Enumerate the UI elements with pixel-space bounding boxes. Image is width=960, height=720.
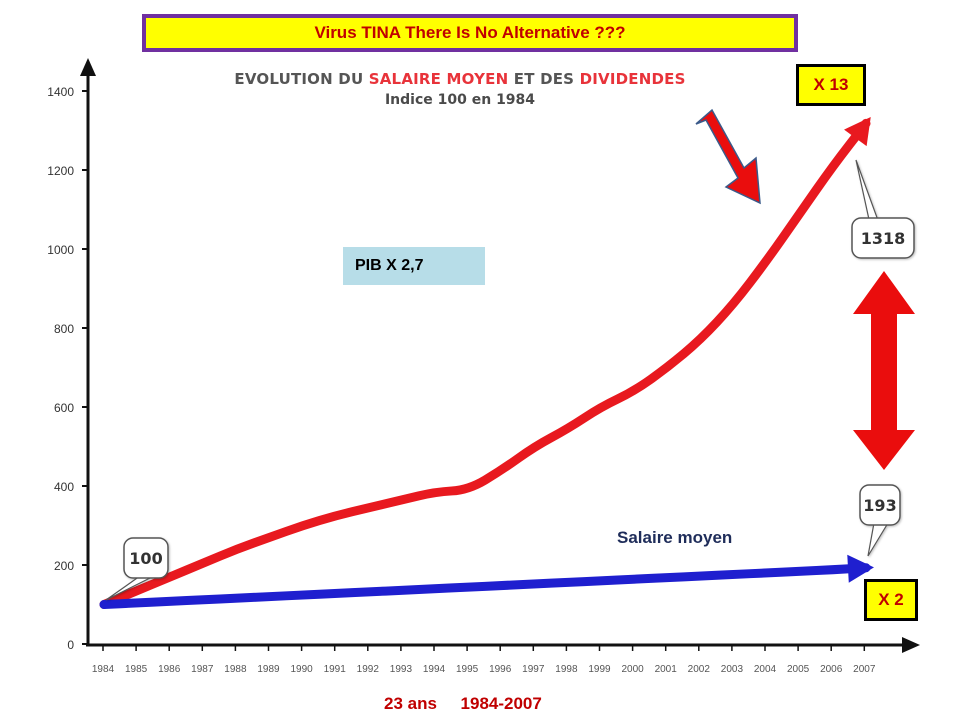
- y-tick-label: 400: [54, 480, 74, 494]
- y-axis-arrowhead: [80, 58, 96, 76]
- dividends-end-label-box: [851, 217, 915, 259]
- title-part-1: EVOLUTION DU: [234, 70, 369, 88]
- diagonal-arrow-icon: [695, 108, 761, 205]
- chart-title-line: EVOLUTION DU SALAIRE MOYEN ET DES DIVIDE…: [200, 70, 720, 88]
- salary-series-label: Salaire moyen: [617, 528, 733, 547]
- x-tick-label: 1996: [489, 664, 512, 675]
- y-axis-ticks: 0 200 400 600 800 1000 1200 1400: [47, 85, 88, 652]
- x-tick-label: 1989: [257, 664, 280, 675]
- x-tick-label: 1997: [522, 664, 545, 675]
- axes: [80, 58, 920, 653]
- x2-text: X 2: [878, 590, 904, 609]
- x13-text: X 13: [813, 75, 849, 94]
- y-tick-label: 600: [54, 401, 74, 415]
- double-arrow-icon: [853, 271, 915, 470]
- y-tick-label: 200: [54, 559, 74, 573]
- start-label-box: [123, 537, 169, 579]
- x-tick-label: 1994: [423, 664, 446, 675]
- x-tick-label: 1991: [324, 664, 347, 675]
- x-tick-label: 2005: [787, 664, 810, 675]
- x-tick-label: 2007: [853, 664, 876, 675]
- x-tick-label: 1985: [125, 664, 148, 675]
- x-tick-label: 1990: [290, 664, 313, 675]
- x13-callout: X 13: [796, 64, 866, 106]
- salary-end-label-value: 193: [863, 496, 896, 515]
- salary-line: [99, 563, 871, 609]
- footer-period: 23 ans 1984-2007: [384, 694, 542, 713]
- x-tick-label: 1987: [191, 664, 214, 675]
- x-tick-label: 2006: [820, 664, 843, 675]
- chart-subtitle: Indice 100 en 1984: [384, 92, 536, 108]
- dividends-arrowhead: [844, 116, 871, 147]
- start-label-bubble: 100: [105, 537, 169, 601]
- x-tick-label: 2002: [688, 664, 711, 675]
- y-tick-label: 1000: [47, 243, 74, 257]
- y-tick-label: 800: [54, 322, 74, 336]
- x-tick-label: 2001: [655, 664, 678, 675]
- x-tick-label: 2000: [621, 664, 644, 675]
- salary-arrowhead: [847, 554, 874, 583]
- dividends-end-label-bubble: 1318: [851, 159, 915, 259]
- decorative-arrows: [695, 108, 915, 470]
- series-lines: [99, 116, 874, 609]
- data-label-bubbles: 100 1318 193: [105, 159, 915, 601]
- x-tick-label: 2003: [721, 664, 744, 675]
- y-tick-label: 1200: [47, 164, 74, 178]
- y-tick-label: 1400: [47, 85, 74, 99]
- x-tick-label: 2004: [754, 664, 777, 675]
- dividends-line: [99, 118, 871, 609]
- x-tick-label: 1992: [357, 664, 380, 675]
- x2-callout: X 2: [864, 579, 918, 621]
- banner-text: Virus TINA There Is No Alternative ???: [314, 23, 626, 42]
- chart-title: EVOLUTION DU SALAIRE MOYEN ET DES DIVIDE…: [200, 70, 720, 108]
- title-banner: Virus TINA There Is No Alternative ???: [142, 14, 798, 52]
- x-tick-label: 1984: [92, 664, 115, 675]
- start-label-value: 100: [129, 549, 162, 568]
- title-part-dividendes: DIVIDENDES: [579, 70, 686, 88]
- pib-label: PIB X 2,7: [343, 247, 485, 285]
- x-axis-arrowhead: [902, 637, 920, 653]
- y-tick-label: 0: [67, 638, 74, 652]
- salary-end-label-bubble: 193: [859, 484, 901, 557]
- dividends-end-label-value: 1318: [861, 229, 906, 248]
- x-tick-label: 1995: [456, 664, 479, 675]
- x-tick-label: 1988: [224, 664, 247, 675]
- salary-end-label-box: [859, 484, 901, 526]
- x-tick-label: 1998: [555, 664, 578, 675]
- salary-end-label-pointer: [867, 522, 890, 557]
- x-axis-ticks: 1984 1985 1986 1987 1988 1989 1990 1991 1992 1993…: [92, 645, 876, 675]
- x-tick-label: 1999: [588, 664, 611, 675]
- x-tick-label: 1993: [390, 664, 413, 675]
- title-part-salaire: SALAIRE MOYEN: [368, 70, 509, 88]
- title-part-3: ET DES: [508, 70, 580, 88]
- x-tick-label: 1986: [158, 664, 181, 675]
- pib-text: PIB X 2,7: [355, 257, 424, 274]
